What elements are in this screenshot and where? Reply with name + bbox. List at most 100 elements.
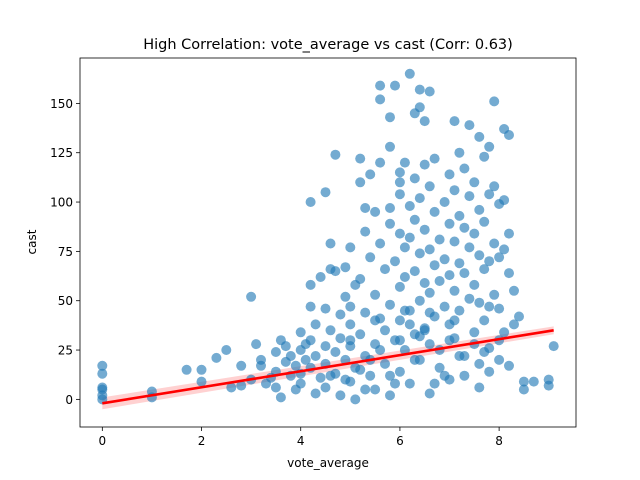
scatter-point — [414, 193, 425, 204]
x-tick-label: 2 — [198, 434, 206, 448]
scatter-point — [479, 264, 490, 275]
scatter-point — [474, 131, 485, 142]
scatter-point — [424, 287, 435, 298]
scatter-point — [484, 301, 495, 312]
scatter-point — [385, 370, 395, 381]
scatter-point — [449, 116, 460, 127]
y-tick-label: 0 — [65, 393, 73, 407]
axes-frame — [79, 57, 577, 428]
scatter-point — [390, 80, 400, 91]
scatter-point — [355, 177, 366, 188]
y-tick-label: 125 — [50, 146, 73, 160]
scatter-point — [345, 242, 356, 253]
scatter-point — [236, 380, 247, 391]
scatter-point — [196, 376, 207, 387]
scatter-point — [459, 222, 470, 233]
scatter-point — [394, 177, 405, 188]
scatter-point — [315, 272, 326, 282]
scatter-point — [330, 149, 341, 160]
scatter-point — [305, 197, 316, 207]
scatter-point — [310, 351, 321, 361]
scatter-point — [320, 341, 331, 352]
y-tick-label: 100 — [50, 196, 73, 210]
scatter-point — [409, 266, 420, 277]
scatter-point — [449, 185, 460, 196]
scatter-point — [449, 315, 460, 326]
scatter-point — [499, 244, 510, 255]
scatter-point — [345, 319, 356, 330]
scatter-point — [275, 392, 286, 403]
scatter-point — [295, 378, 306, 389]
scatter-point — [444, 218, 455, 229]
scatter-point — [464, 120, 475, 131]
scatter-point — [439, 254, 450, 265]
scatter-point — [375, 238, 386, 249]
scatter-point — [404, 378, 415, 389]
scatter-point — [459, 370, 470, 381]
scatter-point — [439, 197, 450, 207]
scatter-point — [434, 234, 445, 245]
scatter-point — [350, 394, 361, 405]
scatter-point — [514, 311, 524, 322]
scatter-point — [399, 272, 410, 282]
scatter-point — [325, 370, 336, 381]
scatter-point — [479, 347, 490, 357]
scatter-point — [226, 382, 237, 393]
scatter-point — [365, 169, 376, 180]
scatter-point — [484, 189, 495, 200]
scatter-point — [97, 382, 108, 393]
scatter-point — [290, 360, 301, 371]
scatter-point — [394, 228, 405, 239]
scatter-point — [221, 345, 232, 355]
scatter-point — [474, 250, 485, 261]
scatter-point — [429, 260, 440, 271]
scatter-point — [399, 305, 410, 316]
scatter-point — [360, 384, 371, 395]
scatter-point — [355, 274, 366, 284]
scatter-point — [295, 327, 306, 338]
scatter-point — [474, 382, 485, 393]
scatter-point — [385, 218, 395, 229]
scatter-point — [429, 378, 440, 389]
scatter-point — [305, 335, 316, 346]
scatter-point — [504, 130, 514, 140]
y-tick-label: 150 — [50, 97, 73, 111]
scatter-point — [419, 116, 430, 127]
scatter-point — [345, 301, 356, 312]
scatter-point — [97, 360, 108, 371]
scatter-point — [414, 84, 425, 95]
scatter-point — [504, 268, 514, 279]
scatter-point — [464, 242, 475, 253]
scatter-point — [380, 264, 390, 275]
scatter-point — [499, 195, 510, 206]
scatter-point — [385, 299, 395, 310]
regression-line — [102, 329, 554, 405]
scatter-point — [518, 376, 529, 387]
scatter-point — [236, 360, 247, 371]
scatter-point — [459, 163, 470, 174]
scatter-point — [548, 341, 559, 352]
scatter-point — [454, 147, 465, 158]
scatter-point — [424, 339, 435, 350]
scatter-point — [494, 252, 505, 263]
scatter-point — [434, 362, 445, 373]
scatter-point — [360, 226, 371, 237]
scatter-point — [469, 279, 480, 290]
scatter-point — [509, 285, 519, 296]
scatter-point — [409, 354, 420, 365]
scatter-point — [256, 354, 266, 365]
scatter-point — [414, 102, 425, 113]
scatter-point — [320, 187, 331, 198]
scatter-point — [305, 279, 316, 290]
scatter-point — [375, 345, 386, 355]
scatter-point — [444, 169, 455, 180]
scatter-point — [454, 258, 465, 269]
scatter-point — [280, 341, 291, 352]
scatter-point — [434, 276, 445, 286]
scatter-point — [315, 372, 326, 383]
scatter-point — [404, 319, 415, 330]
scatter-point — [385, 203, 395, 213]
scatter-point — [394, 366, 405, 377]
scatter-point — [489, 96, 500, 107]
